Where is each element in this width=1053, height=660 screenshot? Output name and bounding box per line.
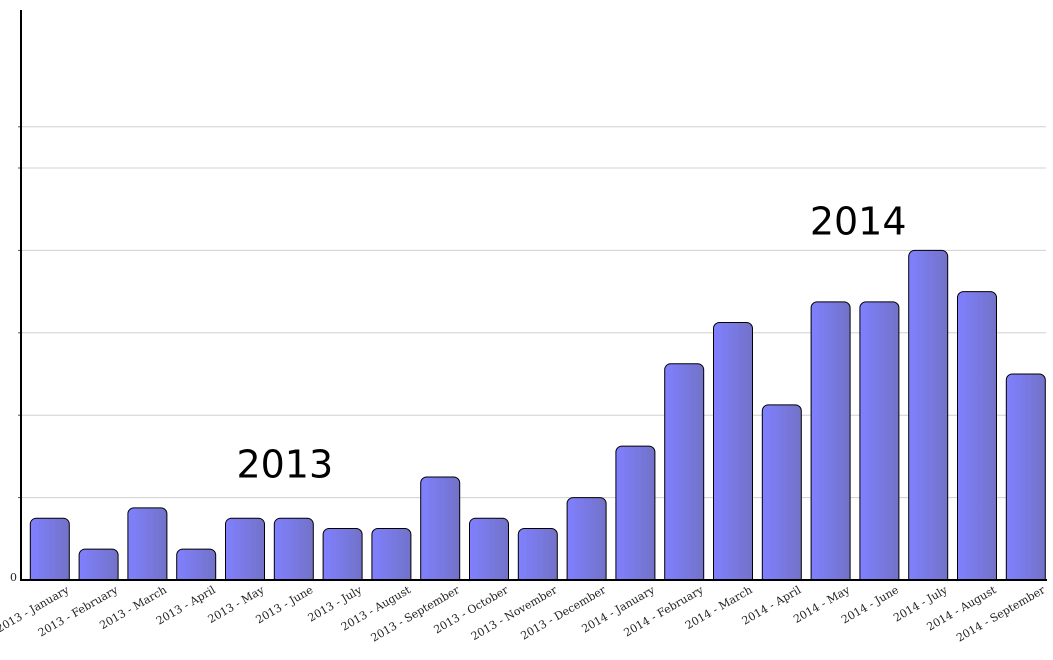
bar xyxy=(664,363,705,587)
y-tick-label: 0 xyxy=(10,571,17,584)
bar xyxy=(1005,373,1046,587)
bar xyxy=(859,301,900,587)
annotations: 2013 2014 xyxy=(236,200,906,487)
bar xyxy=(420,476,461,587)
year-annotation: 2013 xyxy=(236,443,333,487)
bar xyxy=(225,517,265,587)
bar xyxy=(908,249,949,587)
bar xyxy=(713,322,753,587)
bar xyxy=(127,507,168,587)
bar xyxy=(469,517,509,587)
bar xyxy=(29,517,70,587)
bar xyxy=(957,291,997,587)
bar xyxy=(810,301,851,587)
axis-mask xyxy=(0,580,1053,660)
bar xyxy=(273,517,314,587)
axes xyxy=(0,10,1053,660)
bar xyxy=(371,528,412,587)
year-annotation: 2014 xyxy=(810,200,907,244)
bar xyxy=(761,404,802,587)
grid-lines xyxy=(18,126,1046,499)
bars xyxy=(29,249,1046,587)
bar xyxy=(517,528,558,587)
bar xyxy=(615,445,656,587)
bar xyxy=(322,528,363,587)
bar xyxy=(566,497,607,587)
